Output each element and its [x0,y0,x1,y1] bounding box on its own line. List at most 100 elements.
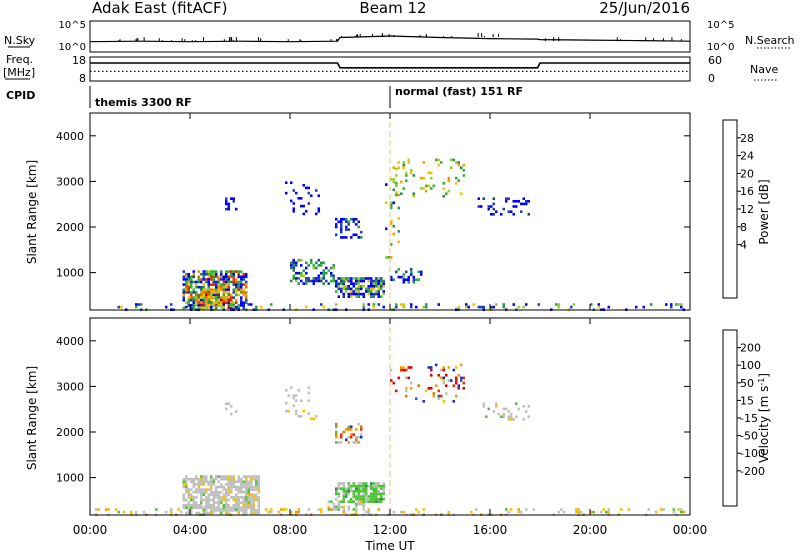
range-cell [337,500,340,503]
cpid-segment-normal: normal (fast) 151 RF [395,85,523,98]
range-cell [95,508,98,511]
range-cell [352,495,355,498]
range-cell [677,303,680,306]
range-cell [242,475,245,478]
range-cell [227,506,230,510]
range-cell [195,298,198,302]
range-cell [382,290,385,293]
range-cell [220,490,223,494]
range-cell [455,381,458,385]
range-cell [222,498,225,502]
range-cell [210,270,213,273]
range-cell [212,270,215,273]
range-cell [192,291,195,294]
range-cell [355,495,358,498]
range-cell [340,279,343,283]
range-cell [212,296,215,299]
range-cell [377,292,380,296]
range-cell [207,303,210,307]
range-cell [197,304,200,307]
range-cell [237,280,240,284]
range-cell [305,279,308,283]
range-cell [245,480,248,484]
range-cell [680,303,683,306]
range-cell [347,223,350,226]
range-cell [350,282,353,285]
range-cell [200,298,203,302]
range-cell [237,488,240,491]
range-cell [370,290,373,293]
range-cell [227,301,230,305]
range-cell [342,490,345,493]
range-cell [187,285,190,289]
range-cell [285,191,288,195]
range-cell [375,487,378,490]
range-cell [225,207,228,211]
range-cell [402,273,405,276]
range-cell [660,508,663,511]
range-cell [357,277,360,280]
range-cell [527,213,530,216]
range-cell [360,236,363,239]
range-cell [405,179,408,182]
range-cell [332,503,335,506]
range-cell [482,197,485,200]
range-cell [392,224,395,228]
x-tick-label: 04:00 [173,523,208,537]
range-cell [297,282,300,285]
range-cell [235,305,238,309]
range-cell [360,497,363,501]
range-cell [372,492,375,496]
range-cell [465,303,468,306]
range-cell [367,285,370,288]
range-cell [487,407,490,411]
range-cell [307,412,310,415]
range-cell [315,266,318,270]
range-cell [512,213,515,216]
range-cell [242,291,245,294]
range-cell [445,384,448,387]
range-cell [335,490,338,493]
range-cell [197,488,200,491]
range-cell [365,484,368,488]
range-cell [232,503,235,507]
range-cell [307,508,310,511]
range-cell [390,201,393,205]
range-cell [185,488,188,491]
range-cell [347,505,350,509]
range-cell [210,498,213,502]
range-cell [215,490,218,494]
range-cell [265,508,268,511]
range-cell [190,275,193,279]
range-cell [317,258,320,262]
range-cell [300,274,303,278]
range-cell [245,506,248,510]
range-cell [340,217,343,221]
range-cell [217,293,220,296]
range-cell [365,510,368,514]
range-cell [202,511,205,515]
range-cell [187,288,190,292]
cpid-label: CPID [6,89,35,102]
range-cell [377,482,380,485]
range-cell [200,272,203,276]
range-cell [460,363,463,367]
range-cell [215,488,218,491]
range-cell [222,475,225,478]
range-cell [242,506,245,510]
range-cell [245,475,248,478]
range-cell [357,290,360,293]
range-cell [367,500,370,503]
range-cell [392,201,395,205]
range-cell [307,279,310,283]
range-cell [362,279,365,283]
range-cell [395,182,398,185]
range-cell [182,291,185,294]
range-cell [455,176,458,180]
nave-tick-high: 60 [708,54,722,67]
range-cell [380,277,383,280]
range-cell [242,304,245,307]
range-cell [390,379,393,382]
range-cell [315,189,318,192]
range-cell [210,288,213,292]
